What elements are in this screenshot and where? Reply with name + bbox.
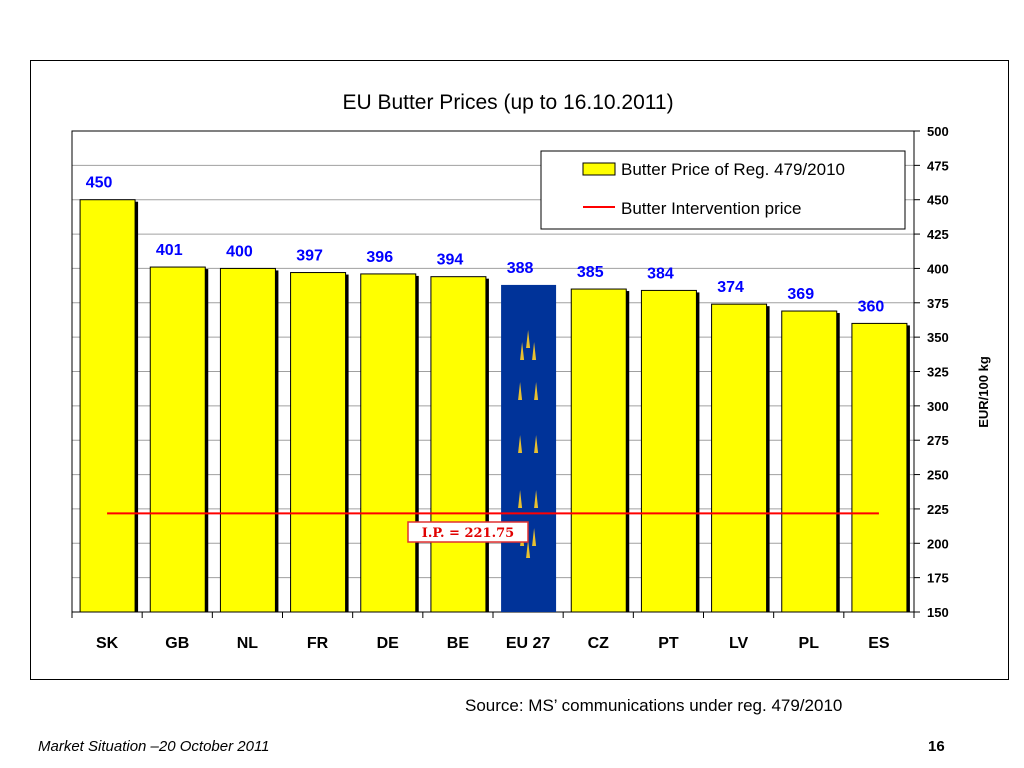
data-label: 396: [366, 249, 393, 266]
star-icon: [532, 528, 537, 546]
y-tick-label: 350: [927, 330, 949, 345]
y-tick-label: 325: [927, 365, 949, 380]
bar-eu27: [501, 284, 557, 612]
star-icon: [534, 435, 539, 453]
bar-es: [851, 322, 908, 613]
y-tick-label: 250: [927, 468, 949, 483]
star-icon: [534, 490, 539, 508]
y-tick-label: 425: [927, 227, 949, 242]
x-tick-label: BE: [447, 635, 470, 652]
y-tick-label: 450: [927, 193, 949, 208]
x-tick-label: GB: [165, 635, 189, 652]
star-icon: [520, 342, 525, 360]
legend-label: Butter Intervention price: [621, 199, 801, 218]
y-tick-label: 400: [927, 261, 949, 276]
star-icon: [518, 435, 523, 453]
ip-annotation: I.P. = 221.75: [422, 526, 514, 541]
bar-gb: [149, 266, 206, 613]
star-icon: [518, 490, 523, 508]
x-tick-label: PT: [658, 635, 679, 652]
y-tick-label: 200: [927, 536, 949, 551]
legend-label: Butter Price of Reg. 479/2010: [621, 160, 845, 179]
data-label: 397: [296, 248, 323, 265]
star-icon: [534, 382, 539, 400]
legend-swatch-bar: [582, 162, 616, 176]
x-tick-label: LV: [729, 635, 749, 652]
bar-sk: [79, 199, 136, 613]
star-icon: [526, 540, 531, 558]
y-tick-label: 175: [927, 571, 949, 586]
y-tick-label: 150: [927, 605, 949, 620]
y-tick-label: 300: [927, 399, 949, 414]
bar-pt: [640, 289, 697, 613]
data-label: 388: [507, 260, 534, 277]
data-label: 394: [437, 252, 464, 269]
ip-annotation-box: [407, 521, 529, 543]
data-label: 450: [86, 175, 113, 192]
bar-nl: [219, 267, 276, 613]
y-tick-label: 375: [927, 296, 949, 311]
y-tick-label: 225: [927, 502, 949, 517]
x-tick-label: NL: [237, 635, 259, 652]
x-tick-label: DE: [377, 635, 400, 652]
data-label: 401: [156, 242, 183, 259]
star-icon: [518, 382, 523, 400]
bar-cz: [570, 288, 627, 613]
x-tick-label: EU 27: [506, 635, 551, 652]
x-tick-label: SK: [96, 635, 119, 652]
x-tick-label: ES: [868, 635, 890, 652]
x-tick-label: PL: [799, 635, 820, 652]
y-tick-label: 500: [927, 124, 949, 139]
x-tick-label: CZ: [588, 635, 610, 652]
chart-frame: [30, 60, 1009, 680]
bar-lv: [711, 303, 768, 613]
data-label: 400: [226, 243, 253, 260]
data-label: 374: [717, 279, 744, 296]
data-label: 385: [577, 264, 604, 281]
x-tick-label: FR: [307, 635, 329, 652]
y-tick-label: 475: [927, 158, 949, 173]
bar-be: [430, 276, 487, 613]
data-label: 384: [647, 265, 674, 282]
bar-fr: [290, 272, 347, 613]
bar-pl: [781, 310, 838, 613]
chart-title: EU Butter Prices (up to 16.10.2011): [342, 91, 673, 114]
y-axis-label: EUR/100 kg: [976, 356, 991, 428]
bar-de: [360, 273, 417, 613]
y-tick-label: 275: [927, 433, 949, 448]
star-icon: [526, 330, 531, 348]
data-label: 360: [858, 298, 885, 315]
source-note: Source: MS’ communications under reg. 47…: [465, 696, 843, 715]
star-icon: [532, 342, 537, 360]
page-number: 16: [928, 738, 945, 755]
footer-text: Market Situation –20 October 2011: [38, 738, 270, 755]
data-label: 369: [787, 286, 814, 303]
